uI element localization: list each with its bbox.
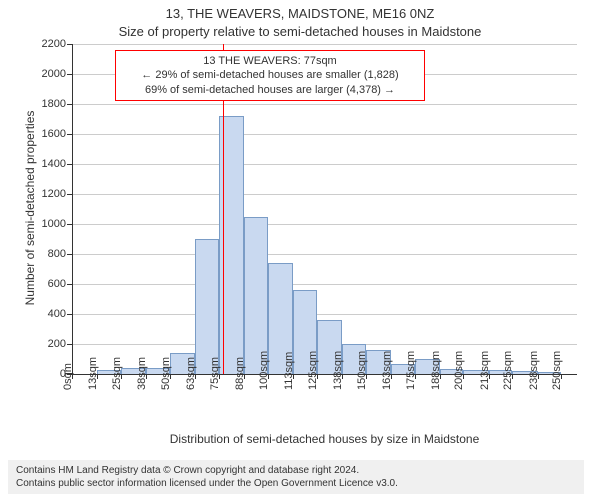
y-tick-mark	[67, 134, 72, 135]
y-tick-label: 600	[26, 278, 66, 290]
y-tick-label: 2200	[26, 38, 66, 50]
y-tick-mark	[67, 74, 72, 75]
y-tick-label: 800	[26, 248, 66, 260]
chart-container: 13, THE WEAVERS, MAIDSTONE, ME16 0NZ Siz…	[0, 0, 600, 500]
y-tick-label: 1400	[26, 158, 66, 170]
grid-line	[72, 194, 577, 195]
annotation-line-3: 69% of semi-detached houses are larger (…	[122, 83, 418, 97]
y-tick-mark	[67, 104, 72, 105]
y-tick-mark	[67, 44, 72, 45]
annotation-line-1: 13 THE WEAVERS: 77sqm	[122, 54, 418, 68]
footer-attribution: Contains HM Land Registry data © Crown c…	[8, 460, 584, 494]
y-tick-mark	[67, 344, 72, 345]
footer-line-1: Contains HM Land Registry data © Crown c…	[16, 464, 576, 477]
grid-line	[72, 284, 577, 285]
histogram-bar	[195, 239, 218, 374]
grid-line	[72, 314, 577, 315]
y-tick-mark	[67, 164, 72, 165]
y-tick-label: 1200	[26, 188, 66, 200]
footer-line-2: Contains public sector information licen…	[16, 477, 576, 490]
y-tick-mark	[67, 224, 72, 225]
y-tick-mark	[67, 254, 72, 255]
y-tick-mark	[67, 194, 72, 195]
y-tick-mark	[67, 314, 72, 315]
grid-line	[72, 134, 577, 135]
grid-line	[72, 104, 577, 105]
x-axis-title: Distribution of semi-detached houses by …	[72, 432, 577, 446]
y-tick-label: 1800	[26, 98, 66, 110]
title-line-2: Size of property relative to semi-detach…	[0, 24, 600, 39]
y-tick-label: 1000	[26, 218, 66, 230]
y-tick-mark	[67, 284, 72, 285]
grid-line	[72, 44, 577, 45]
grid-line	[72, 224, 577, 225]
y-tick-label: 200	[26, 338, 66, 350]
annotation-box: 13 THE WEAVERS: 77sqm ← 29% of semi-deta…	[115, 50, 425, 101]
y-tick-label: 1600	[26, 128, 66, 140]
y-tick-label: 2000	[26, 68, 66, 80]
y-tick-label: 400	[26, 308, 66, 320]
title-line-1: 13, THE WEAVERS, MAIDSTONE, ME16 0NZ	[0, 6, 600, 21]
grid-line	[72, 254, 577, 255]
y-axis-line	[72, 44, 73, 374]
grid-line	[72, 164, 577, 165]
annotation-line-2: ← 29% of semi-detached houses are smalle…	[122, 68, 418, 82]
y-tick-label: 0	[26, 368, 66, 380]
